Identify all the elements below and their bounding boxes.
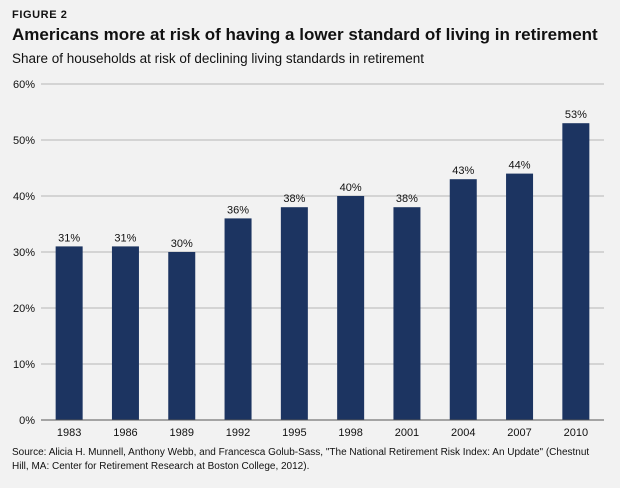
label-layer: 31% 31% 30% 36% 38% 40% 38% 43% 44% 53% (58, 109, 587, 250)
y-tick-label: 50% (13, 135, 35, 147)
x-tick-label: 1998 (338, 427, 362, 439)
x-tick-label: 2001 (395, 427, 419, 439)
bar (337, 196, 365, 420)
x-tick-label: 1986 (113, 427, 137, 439)
y-tick-label: 60% (13, 79, 35, 91)
bar-value-label: 44% (509, 160, 531, 172)
bar-value-label: 30% (171, 238, 193, 250)
bar-layer (55, 123, 590, 420)
y-tick-label: 10% (13, 359, 35, 371)
bar-value-label: 38% (283, 193, 305, 205)
axis-layer: 0% 10% 20% 30% 40% 50% 60% 1983 1986 1989 1992 1995… (13, 79, 604, 439)
x-tick-label: 1983 (57, 427, 81, 439)
bar (449, 179, 477, 420)
bar (280, 207, 308, 420)
bar (506, 173, 534, 420)
source-note: Source: Alicia H. Munnell, Anthony Webb,… (12, 447, 590, 472)
chart-title: Americans more at risk of having a lower… (12, 25, 598, 44)
bar-value-label: 38% (396, 193, 418, 205)
x-tick-label: 2007 (507, 427, 531, 439)
x-tick-label: 1989 (170, 427, 194, 439)
bar (111, 246, 139, 420)
bar (55, 246, 83, 420)
bar (224, 218, 252, 420)
y-tick-label: 30% (13, 247, 35, 259)
bar-value-label: 31% (114, 232, 136, 244)
x-tick-label: 2004 (451, 427, 475, 439)
bar-value-label: 36% (227, 204, 249, 216)
y-tick-label: 40% (13, 191, 35, 203)
bar-value-label: 31% (58, 232, 80, 244)
bar (168, 252, 196, 420)
bar-value-label: 43% (452, 165, 474, 177)
chart-subtitle: Share of households at risk of declining… (12, 51, 424, 66)
x-tick-label: 1992 (226, 427, 250, 439)
bar-value-label: 53% (565, 109, 587, 121)
bar-value-label: 40% (340, 182, 362, 194)
x-tick-label: 2010 (564, 427, 588, 439)
figure-label: FIGURE 2 (12, 9, 68, 21)
y-tick-label: 0% (19, 415, 35, 427)
x-tick-label: 1995 (282, 427, 306, 439)
bar (562, 123, 590, 420)
y-tick-label: 20% (13, 303, 35, 315)
bar (393, 207, 421, 420)
